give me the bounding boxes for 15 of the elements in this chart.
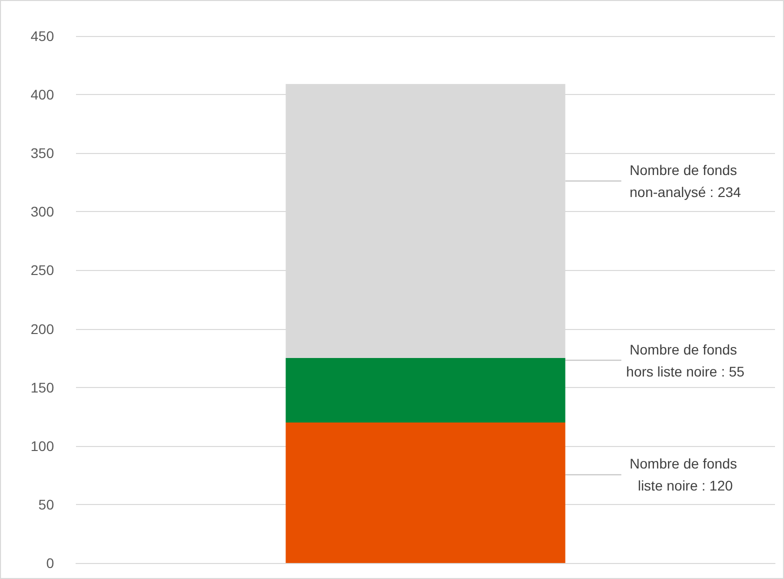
bar [286,422,566,563]
y-tick-label: 450 [30,28,54,44]
y-tick-label: 100 [30,438,54,454]
y-tick-label: 0 [46,555,54,571]
data-label: Nombre de fonds hors liste noire : 55 [626,341,745,380]
y-tick-label: 350 [30,145,54,162]
data-label: Nombre de fonds non-analysé : 234 [630,162,742,200]
y-tick-label: 50 [38,496,54,512]
y-tick-label: 300 [30,204,54,220]
y-tick-label: 250 [30,262,54,278]
y-tick-label: 400 [30,86,54,103]
bar [286,358,566,422]
y-tick-label: 150 [30,379,54,396]
data-label: Nombre de fonds liste noire : 120 [630,456,741,494]
y-tick-label: 200 [30,320,54,337]
